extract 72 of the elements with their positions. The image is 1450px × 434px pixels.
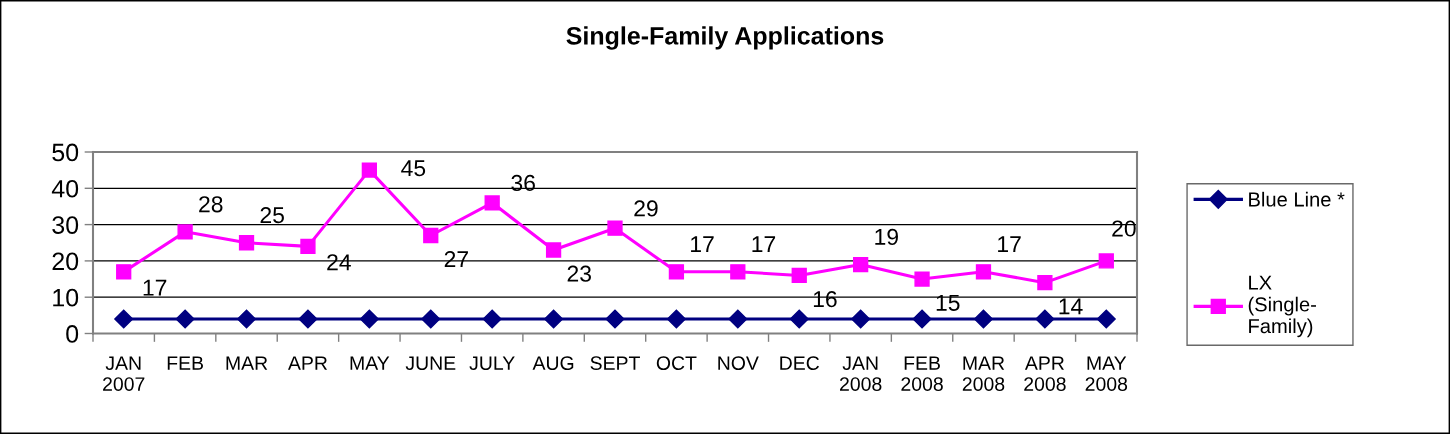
data-label: 17 xyxy=(143,279,167,296)
point xyxy=(789,309,809,329)
point xyxy=(851,309,871,329)
x-tick-label: JAN 2008 xyxy=(840,356,882,391)
point xyxy=(423,227,439,244)
point xyxy=(853,256,869,273)
data-label: 25 xyxy=(260,207,284,224)
x-tick-label: DEC xyxy=(780,356,820,370)
x-tick-label: OCT xyxy=(656,356,697,370)
y-tick-label: 40 xyxy=(51,179,79,198)
x-tick-label: AUG xyxy=(532,356,574,370)
point xyxy=(300,238,316,255)
x-tick-label: JULY xyxy=(469,356,515,370)
point xyxy=(668,264,685,280)
x-tick-label: NOV xyxy=(718,356,759,370)
point xyxy=(730,264,746,280)
point xyxy=(116,264,132,280)
data-label: 28 xyxy=(199,196,223,213)
x-tick-label: APR xyxy=(287,356,328,370)
point xyxy=(1035,309,1055,329)
point xyxy=(545,242,562,258)
y-tick-label: 0 xyxy=(66,325,79,343)
y-tick-label: 50 xyxy=(52,143,79,162)
point xyxy=(1037,275,1053,291)
point xyxy=(361,162,377,178)
data-label: 17 xyxy=(998,236,1021,253)
point xyxy=(238,235,255,251)
x-tick-label: MAR 2008 xyxy=(962,356,1005,391)
data-label: 17 xyxy=(691,236,714,253)
x-tick-label: APR 2008 xyxy=(1024,356,1066,391)
point xyxy=(482,309,502,329)
point xyxy=(607,220,623,236)
y-tick-label: 20 xyxy=(52,252,79,271)
y-tick-label: 10 xyxy=(53,288,79,307)
data-label: 45 xyxy=(401,160,426,177)
data-label: 23 xyxy=(567,265,591,282)
x-tick-label: FEB 2008 xyxy=(901,356,943,391)
chart-title: Single-Family Applications xyxy=(566,26,884,50)
data-label: 15 xyxy=(936,294,960,311)
x-tick-label: MAY 2008 xyxy=(1085,356,1128,391)
x-tick-label: MAR xyxy=(226,356,268,370)
point xyxy=(973,309,994,329)
point xyxy=(728,309,748,329)
point xyxy=(1098,253,1114,269)
point xyxy=(544,309,564,329)
point xyxy=(605,309,625,329)
point xyxy=(175,309,195,329)
point xyxy=(666,309,686,329)
data-label: 29 xyxy=(634,200,658,217)
x-tick-label: MAY xyxy=(350,356,390,370)
point xyxy=(298,309,318,329)
x-tick-label: JUNE xyxy=(405,356,456,370)
point xyxy=(236,309,257,329)
legend-label: LX (Single- Family) xyxy=(1248,275,1316,338)
point xyxy=(177,224,193,240)
data-label: 17 xyxy=(752,236,776,253)
point xyxy=(421,309,441,329)
point xyxy=(114,309,134,329)
point xyxy=(484,195,500,211)
y-tick-label: 30 xyxy=(52,216,79,234)
x-tick-label: SEPT xyxy=(590,356,640,370)
point xyxy=(1096,309,1116,329)
point xyxy=(359,309,379,329)
point xyxy=(912,309,932,329)
point xyxy=(791,267,807,284)
data-label: 19 xyxy=(875,228,898,245)
point xyxy=(975,264,992,280)
x-tick-label: FEB xyxy=(167,356,203,370)
point xyxy=(914,271,930,287)
legend-label: Blue Line * xyxy=(1249,191,1345,207)
x-tick-label: JAN 2007 xyxy=(103,356,145,391)
data-label: 14 xyxy=(1059,298,1083,315)
